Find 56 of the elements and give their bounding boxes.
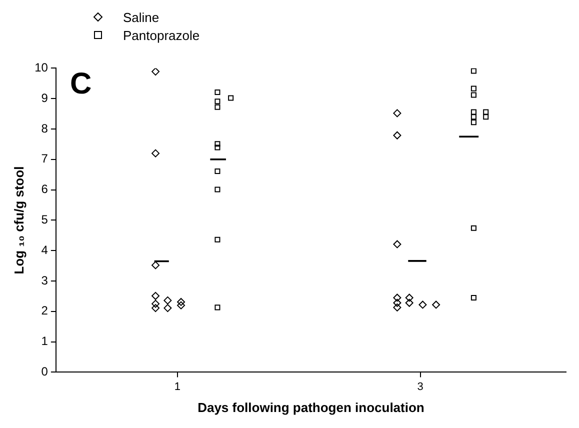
point bbox=[228, 95, 234, 101]
point bbox=[214, 186, 220, 192]
point bbox=[152, 300, 160, 308]
point bbox=[393, 131, 402, 140]
point bbox=[470, 294, 476, 300]
point bbox=[470, 109, 476, 115]
point bbox=[483, 114, 489, 120]
legend-label: Pantoprazole bbox=[123, 28, 200, 42]
point bbox=[177, 298, 186, 306]
y-tick-label: 5 bbox=[41, 212, 48, 227]
y-tick-label: 10 bbox=[34, 60, 48, 75]
point bbox=[152, 68, 160, 76]
point bbox=[152, 149, 160, 158]
point bbox=[214, 98, 220, 104]
annotation: C bbox=[70, 67, 92, 100]
point bbox=[470, 68, 476, 74]
y-tick-label: 0 bbox=[41, 364, 48, 379]
point bbox=[393, 298, 402, 307]
point bbox=[214, 89, 220, 95]
point bbox=[214, 141, 220, 147]
x-axis-title: Days following pathogen inoculation bbox=[198, 400, 424, 415]
y-tick-label: 9 bbox=[41, 90, 48, 105]
point bbox=[164, 296, 172, 304]
point bbox=[152, 304, 160, 312]
point bbox=[214, 168, 220, 174]
y-tick-label: 4 bbox=[41, 242, 48, 257]
point bbox=[405, 294, 414, 302]
point bbox=[164, 304, 172, 312]
y-axis-title: Log ₁₀ cfu/g stool bbox=[11, 166, 26, 274]
point bbox=[470, 86, 476, 92]
point bbox=[393, 240, 402, 248]
point bbox=[152, 292, 160, 300]
y-tick-label: 6 bbox=[41, 182, 48, 196]
point bbox=[418, 300, 427, 309]
point bbox=[483, 109, 489, 115]
point bbox=[470, 92, 476, 98]
point bbox=[214, 236, 220, 242]
point bbox=[177, 301, 186, 310]
point bbox=[432, 300, 440, 309]
y-tick-label: 7 bbox=[41, 152, 48, 166]
point bbox=[393, 109, 402, 118]
y-tick-label: 1 bbox=[41, 334, 48, 348]
y-tick-label: 3 bbox=[41, 273, 48, 288]
legend-label: Saline bbox=[123, 10, 160, 24]
point bbox=[393, 294, 402, 302]
point bbox=[405, 298, 414, 307]
y-tick-label: 2 bbox=[41, 304, 48, 318]
point bbox=[393, 303, 402, 312]
point bbox=[214, 144, 220, 150]
point bbox=[214, 104, 220, 110]
point bbox=[152, 261, 160, 270]
y-tick-label: 8 bbox=[41, 121, 48, 136]
point bbox=[470, 225, 476, 231]
point bbox=[470, 120, 476, 126]
point bbox=[470, 114, 476, 120]
point bbox=[214, 304, 220, 310]
